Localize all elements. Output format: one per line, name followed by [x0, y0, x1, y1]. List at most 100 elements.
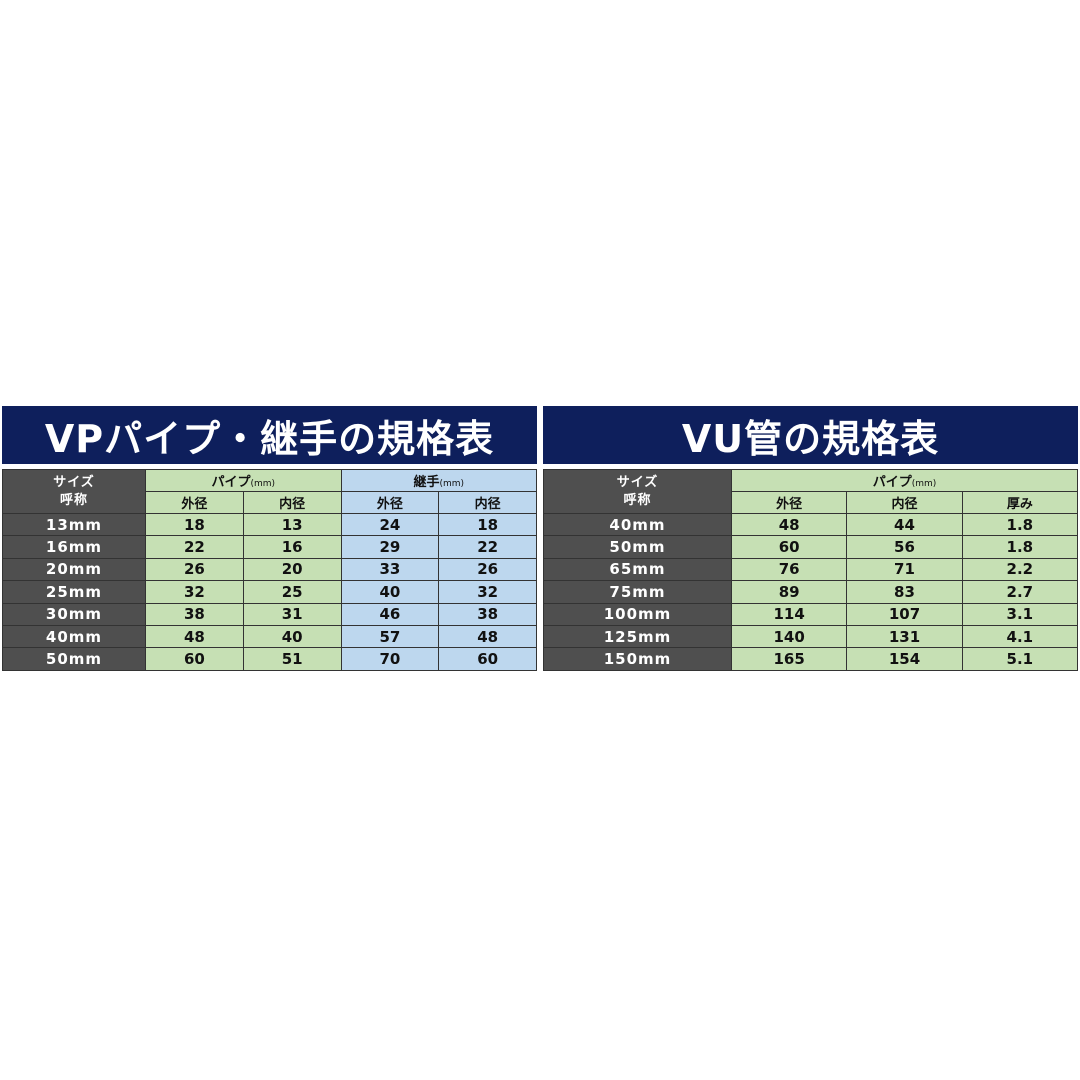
pipe-group-label: パイプ	[872, 475, 912, 490]
size-cell: 50mm	[543, 535, 732, 559]
value-cell: 16	[242, 535, 342, 559]
value-cell: 107	[846, 602, 963, 626]
unit-label: (mm)	[911, 479, 937, 489]
table-row: 20mm 26 20 33 26	[2, 557, 537, 582]
joint-group-header: 継手(mm)	[340, 469, 537, 492]
size-header-line2: 呼称	[59, 492, 88, 508]
value-cell: 60	[438, 647, 537, 671]
table-row: 50mm 60 51 70 60	[2, 647, 537, 671]
table-row: 16mm 22 16 29 22	[2, 535, 537, 559]
value-cell: 22	[438, 535, 537, 559]
value-cell: 114	[730, 602, 848, 626]
size-cell: 40mm	[2, 624, 146, 649]
value-cell: 1.8	[961, 535, 1079, 559]
value-cell: 154	[846, 647, 963, 671]
joint-group-label: 継手	[413, 475, 440, 490]
value-cell: 31	[242, 602, 342, 626]
size-cell: 100mm	[543, 602, 732, 626]
value-cell: 71	[846, 557, 963, 582]
value-cell: 29	[340, 535, 440, 559]
vp-spec-panel: VPパイプ・継手の規格表 サイズ 呼称 パイプ(mm) 継手(mm) 外径 内径 …	[2, 406, 537, 671]
value-cell: 2.7	[961, 580, 1079, 604]
value-cell: 13	[242, 512, 342, 537]
value-cell: 70	[340, 647, 440, 671]
vu-spec-panel: VU管の規格表 サイズ 呼称 パイプ(mm) 外径 内径 厚み 40mm 48 44 1…	[543, 406, 1079, 671]
column-header: 外径	[730, 491, 848, 514]
value-cell: 51	[242, 647, 342, 671]
size-header: サイズ 呼称	[543, 469, 732, 514]
size-cell: 20mm	[2, 557, 146, 582]
size-header-line2: 呼称	[623, 492, 652, 508]
table-row: 150mm 165 154 5.1	[543, 647, 1079, 671]
column-header: 外径	[145, 491, 244, 514]
value-cell: 56	[846, 535, 963, 559]
size-header-line1: サイズ	[616, 474, 659, 490]
value-cell: 38	[145, 602, 244, 626]
value-cell: 26	[438, 557, 537, 582]
table-row: 40mm 48 40 57 48	[2, 624, 537, 649]
value-cell: 48	[730, 512, 848, 537]
size-header-line1: サイズ	[53, 474, 95, 490]
pipe-group-header: パイプ(mm)	[731, 469, 1078, 492]
unit-label: (mm)	[439, 479, 465, 489]
size-cell: 13mm	[2, 512, 146, 537]
pipe-group-header: パイプ(mm)	[145, 469, 342, 492]
size-cell: 40mm	[543, 512, 732, 537]
value-cell: 18	[438, 512, 537, 537]
column-header: 内径	[846, 491, 963, 514]
size-header: サイズ 呼称	[2, 469, 146, 514]
table-row: 50mm 60 56 1.8	[543, 535, 1079, 559]
size-cell: 75mm	[543, 580, 732, 604]
column-header: 内径	[242, 491, 342, 514]
table-row: 40mm 48 44 1.8	[543, 512, 1079, 537]
value-cell: 26	[145, 557, 244, 582]
value-cell: 57	[340, 624, 440, 649]
size-cell: 16mm	[2, 535, 146, 559]
column-header: 厚み	[961, 491, 1079, 514]
value-cell: 83	[846, 580, 963, 604]
value-cell: 38	[438, 602, 537, 626]
value-cell: 24	[340, 512, 440, 537]
table-row: 100mm 114 107 3.1	[543, 602, 1079, 626]
value-cell: 32	[145, 580, 244, 604]
value-cell: 4.1	[961, 624, 1079, 649]
vp-spec-table: サイズ 呼称 パイプ(mm) 継手(mm) 外径 内径 外径 内径 13mm 18 1…	[2, 469, 537, 671]
value-cell: 25	[242, 580, 342, 604]
value-cell: 89	[730, 580, 848, 604]
value-cell: 22	[145, 535, 244, 559]
value-cell: 60	[730, 535, 848, 559]
unit-label: (mm)	[250, 479, 276, 489]
table-row: 30mm 38 31 46 38	[2, 602, 537, 626]
value-cell: 60	[145, 647, 244, 671]
column-header: 外径	[340, 491, 440, 514]
vp-title: VPパイプ・継手の規格表	[2, 406, 537, 464]
size-cell: 125mm	[543, 624, 732, 649]
value-cell: 33	[340, 557, 440, 582]
value-cell: 18	[145, 512, 244, 537]
size-cell: 50mm	[2, 647, 146, 671]
value-cell: 40	[340, 580, 440, 604]
value-cell: 44	[846, 512, 963, 537]
value-cell: 40	[242, 624, 342, 649]
table-row: 125mm 140 131 4.1	[543, 624, 1079, 649]
table-row: 65mm 76 71 2.2	[543, 557, 1079, 582]
value-cell: 76	[730, 557, 848, 582]
table-row: 25mm 32 25 40 32	[2, 580, 537, 604]
value-cell: 2.2	[961, 557, 1079, 582]
column-header: 内径	[438, 491, 537, 514]
value-cell: 1.8	[961, 512, 1079, 537]
size-cell: 150mm	[543, 647, 732, 671]
value-cell: 48	[145, 624, 244, 649]
table-row: 13mm 18 13 24 18	[2, 512, 537, 537]
value-cell: 48	[438, 624, 537, 649]
vu-title: VU管の規格表	[543, 406, 1078, 464]
value-cell: 20	[242, 557, 342, 582]
size-cell: 65mm	[543, 557, 732, 582]
value-cell: 46	[340, 602, 440, 626]
size-cell: 30mm	[2, 602, 146, 626]
pipe-group-label: パイプ	[211, 475, 251, 490]
value-cell: 131	[846, 624, 963, 649]
value-cell: 165	[730, 647, 848, 671]
vu-spec-table: サイズ 呼称 パイプ(mm) 外径 内径 厚み 40mm 48 44 1.8 50mm 60…	[543, 469, 1079, 671]
value-cell: 140	[730, 624, 848, 649]
